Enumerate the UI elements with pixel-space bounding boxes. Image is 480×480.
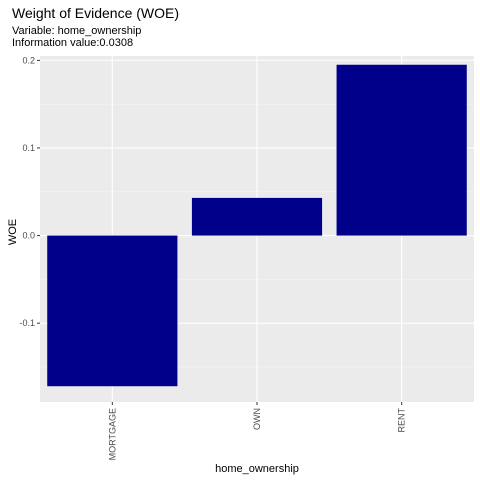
chart-title: Weight of Evidence (WOE) [12,5,179,21]
x-tick-label: RENT [397,407,407,432]
x-tick-label: OWN [252,408,262,430]
y-tick-label: 0.2 [22,55,35,65]
bar-mortgage [47,235,178,387]
chart-subtitle-info-value: Information value:0.0308 [12,37,133,49]
x-tick-label: MORTGAGE [107,408,117,460]
bars [47,64,467,387]
y-axis-ticks: -0.1 0.0 0.1 0.2 [19,55,40,328]
bar-own [191,197,323,236]
y-tick-label: -0.1 [19,318,35,328]
chart-subtitle-variable: Variable: home_ownership [12,25,141,37]
bar-rent [336,64,467,236]
x-axis-ticks: MORTGAGE OWN RENT [107,402,407,460]
y-axis-title: WOE [7,219,19,245]
y-tick-label: 0.1 [22,143,35,153]
x-axis-title: home_ownership [215,463,299,475]
y-tick-label: 0.0 [22,231,35,241]
